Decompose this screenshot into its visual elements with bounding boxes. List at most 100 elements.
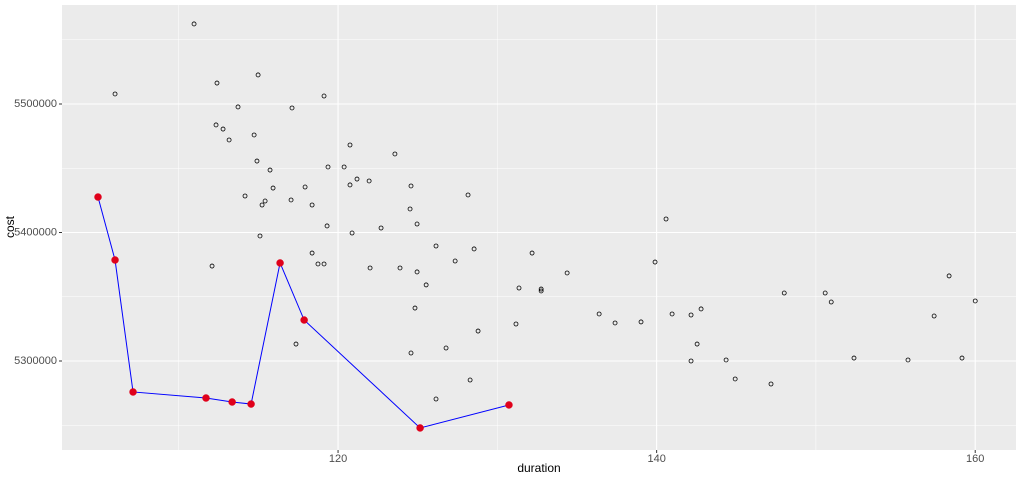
point	[433, 396, 439, 402]
y-axis-title: cost	[3, 215, 17, 238]
point	[669, 311, 675, 317]
point	[288, 197, 294, 203]
point	[443, 345, 449, 351]
point	[325, 164, 331, 170]
x-tick-label: 160	[966, 453, 984, 465]
point	[564, 270, 570, 276]
point	[309, 202, 315, 208]
point	[366, 178, 372, 184]
point	[276, 259, 284, 267]
point	[315, 261, 321, 267]
point	[321, 93, 327, 99]
point	[513, 321, 519, 327]
point	[652, 259, 658, 265]
point	[959, 355, 965, 361]
point	[638, 319, 644, 325]
point	[538, 286, 544, 292]
point	[423, 282, 429, 288]
y-tick-label: 5500000	[14, 98, 57, 110]
point	[378, 225, 384, 231]
point	[781, 290, 787, 296]
point	[202, 394, 210, 402]
point	[214, 80, 220, 86]
x-tick-label: 140	[647, 453, 665, 465]
point	[397, 265, 403, 271]
point	[663, 216, 669, 222]
point	[452, 258, 458, 264]
point	[433, 243, 439, 249]
point	[414, 269, 420, 275]
point	[112, 91, 118, 97]
point	[467, 377, 473, 383]
y-tick-label: 5300000	[14, 355, 57, 367]
point	[226, 137, 232, 143]
point	[723, 357, 729, 363]
point	[270, 185, 276, 191]
point	[255, 72, 261, 78]
point	[905, 357, 911, 363]
point	[694, 341, 700, 347]
point	[612, 320, 618, 326]
point	[293, 341, 299, 347]
point	[111, 256, 119, 264]
point	[251, 132, 257, 138]
point	[247, 400, 255, 408]
point	[465, 192, 471, 198]
point	[349, 230, 355, 236]
point	[851, 355, 857, 361]
point	[302, 184, 308, 190]
point	[529, 250, 535, 256]
point	[235, 104, 241, 110]
point	[475, 328, 481, 334]
point	[392, 151, 398, 157]
point	[289, 105, 295, 111]
point	[946, 273, 952, 279]
point	[414, 221, 420, 227]
point	[267, 167, 273, 173]
point	[688, 312, 694, 318]
point	[408, 350, 414, 356]
point	[471, 246, 477, 252]
point	[220, 126, 226, 132]
point	[129, 388, 137, 396]
point	[732, 376, 738, 382]
point	[538, 288, 544, 294]
point	[94, 193, 102, 201]
point	[228, 398, 236, 406]
point	[367, 265, 373, 271]
point	[596, 311, 602, 317]
point	[213, 122, 219, 128]
point	[347, 182, 353, 188]
point	[698, 306, 704, 312]
y-tick-label: 5400000	[14, 226, 57, 238]
point	[768, 381, 774, 387]
point	[407, 206, 413, 212]
point	[254, 158, 260, 164]
point	[354, 176, 360, 182]
point	[931, 313, 937, 319]
point	[209, 263, 215, 269]
point	[191, 21, 197, 27]
point	[321, 261, 327, 267]
line	[97, 196, 510, 429]
point	[822, 290, 828, 296]
point	[300, 316, 308, 324]
point	[688, 358, 694, 364]
point	[262, 198, 268, 204]
point	[828, 299, 834, 305]
point	[972, 298, 978, 304]
point	[242, 193, 248, 199]
point	[408, 183, 414, 189]
x-tick-label: 120	[329, 453, 347, 465]
point	[412, 305, 418, 311]
point	[505, 401, 513, 409]
point	[324, 223, 330, 229]
point	[257, 233, 263, 239]
point	[516, 285, 522, 291]
point	[309, 250, 315, 256]
point	[416, 424, 424, 432]
point	[347, 142, 353, 148]
panel	[62, 5, 1016, 450]
point	[341, 164, 347, 170]
